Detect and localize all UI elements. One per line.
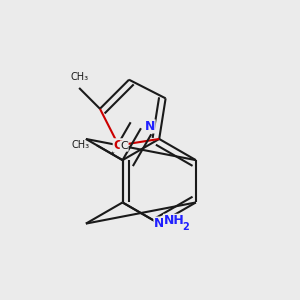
Text: N: N <box>145 120 155 133</box>
Text: NH: NH <box>164 214 184 227</box>
Text: N: N <box>154 217 164 230</box>
Text: C: C <box>120 141 128 151</box>
Text: CH₃: CH₃ <box>72 140 90 150</box>
Text: CH₃: CH₃ <box>70 72 88 82</box>
Text: O: O <box>113 139 124 152</box>
Text: 2: 2 <box>182 223 189 232</box>
